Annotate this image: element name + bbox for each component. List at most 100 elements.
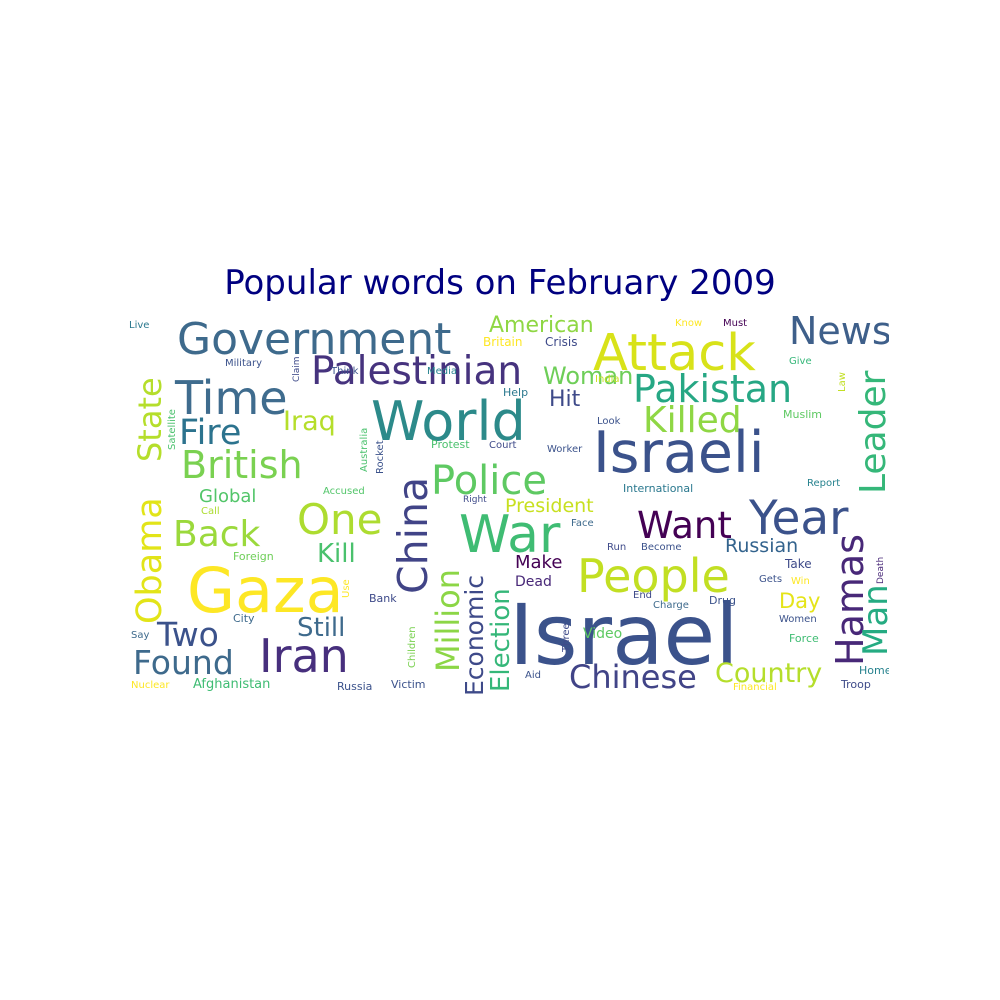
word-think: Think xyxy=(330,366,359,377)
word-victim: Victim xyxy=(391,678,425,691)
word-global: Global xyxy=(199,486,256,507)
word-want: Want xyxy=(637,504,732,547)
word-australia: Australia xyxy=(359,428,370,472)
word-world: World xyxy=(371,390,526,453)
word-court: Court xyxy=(489,440,517,451)
word-aid: Aid xyxy=(525,670,541,681)
word-dead: Dead xyxy=(515,574,552,590)
word-russian: Russian xyxy=(725,535,798,557)
word-iran: Iran xyxy=(259,629,349,683)
word-woman: Woman xyxy=(543,362,633,390)
word-war: War xyxy=(459,505,561,565)
word-give: Give xyxy=(789,356,812,367)
word-china: China xyxy=(389,477,437,594)
word-cloud: Israel Israeli Gaza Government Attack World Wa… xyxy=(125,312,889,694)
word-call: Call xyxy=(201,506,220,517)
word-police: Police xyxy=(431,458,547,504)
word-people: People xyxy=(577,549,730,603)
word-economic: Economic xyxy=(460,575,489,694)
word-leader: Leader xyxy=(853,370,889,494)
word-year: Year xyxy=(748,491,849,546)
word-british: British xyxy=(181,443,303,487)
word-make: Make xyxy=(515,552,562,573)
word-day: Day xyxy=(779,589,820,613)
word-live: Live xyxy=(129,320,149,331)
word-gets: Gets xyxy=(759,574,782,585)
word-iraq: Iraq xyxy=(283,406,336,437)
word-run: Run xyxy=(607,542,626,553)
word-found: Found xyxy=(133,643,234,682)
word-protest: Protest xyxy=(431,438,470,451)
word-state: State xyxy=(131,377,169,462)
word-still: Still xyxy=(297,613,345,643)
word-say: Say xyxy=(131,630,149,641)
word-win: Win xyxy=(791,576,810,587)
word-attack: Attack xyxy=(593,324,756,383)
word-gaza: Gaza xyxy=(187,554,344,627)
word-three: Three xyxy=(561,623,572,653)
word-rocket: Rocket xyxy=(375,440,386,474)
word-two: Two xyxy=(156,615,219,654)
word-force: Force xyxy=(789,632,819,645)
word-india: India xyxy=(595,374,620,385)
word-law: Law xyxy=(837,372,848,392)
word-charge: Charge xyxy=(653,600,689,611)
word-right: Right xyxy=(463,495,487,505)
word-israeli: Israeli xyxy=(593,420,765,486)
word-drug: Drug xyxy=(709,594,736,607)
word-video: Video xyxy=(583,626,622,642)
word-crisis: Crisis xyxy=(545,335,577,349)
word-american: American xyxy=(489,313,594,338)
word-million: Million xyxy=(429,569,467,672)
word-claim: Claim xyxy=(292,356,302,382)
word-bank: Bank xyxy=(369,592,397,605)
chart-title: Popular words on February 2009 xyxy=(224,263,776,303)
word-become: Become xyxy=(641,542,682,553)
word-must: Must xyxy=(723,318,747,329)
word-government: Government xyxy=(177,314,451,365)
word-troop: Troop xyxy=(840,678,871,691)
word-face: Face xyxy=(571,518,594,529)
word-back: Back xyxy=(173,514,261,555)
word-children: Children xyxy=(407,626,418,668)
word-know: Know xyxy=(675,318,702,329)
word-fire: Fire xyxy=(179,413,241,453)
word-muslim: Muslim xyxy=(783,408,822,421)
word-obama: Obama xyxy=(130,497,170,624)
word-kill: Kill xyxy=(317,539,356,569)
word-killed: Killed xyxy=(643,400,742,441)
word-death: Death xyxy=(876,557,886,584)
word-military: Military xyxy=(225,358,262,369)
word-election: Election xyxy=(486,588,516,692)
word-report: Report xyxy=(807,478,840,489)
word-chinese: Chinese xyxy=(569,658,697,694)
word-pakistan: Pakistan xyxy=(633,367,792,411)
word-country: Country xyxy=(715,658,822,689)
word-international: International xyxy=(623,482,693,495)
word-president: President xyxy=(505,495,594,517)
word-foreign: Foreign xyxy=(233,550,274,563)
word-take: Take xyxy=(784,557,812,571)
word-worker: Worker xyxy=(547,444,583,455)
word-russia: Russia xyxy=(337,680,372,693)
word-israel: Israel xyxy=(509,586,739,684)
word-satellite: Satellite xyxy=(167,409,178,450)
word-look: Look xyxy=(597,416,621,427)
word-media: Media xyxy=(427,366,457,377)
word-one: One xyxy=(297,495,383,544)
word-use: Use xyxy=(341,579,352,598)
word-time: Time xyxy=(174,371,288,425)
word-hit: Hit xyxy=(549,387,581,412)
word-news: News xyxy=(789,312,889,353)
word-women: Women xyxy=(779,614,817,625)
word-accused: Accused xyxy=(323,486,365,497)
word-afghanistan: Afghanistan xyxy=(193,677,270,692)
word-help: Help xyxy=(503,386,528,399)
word-city: City xyxy=(233,612,255,625)
word-nuclear: Nuclear xyxy=(131,680,170,691)
word-end: End xyxy=(633,590,652,601)
word-hamas: Hamas xyxy=(828,534,872,666)
word-britain: Britain xyxy=(483,335,523,349)
word-home: Home xyxy=(859,664,889,677)
